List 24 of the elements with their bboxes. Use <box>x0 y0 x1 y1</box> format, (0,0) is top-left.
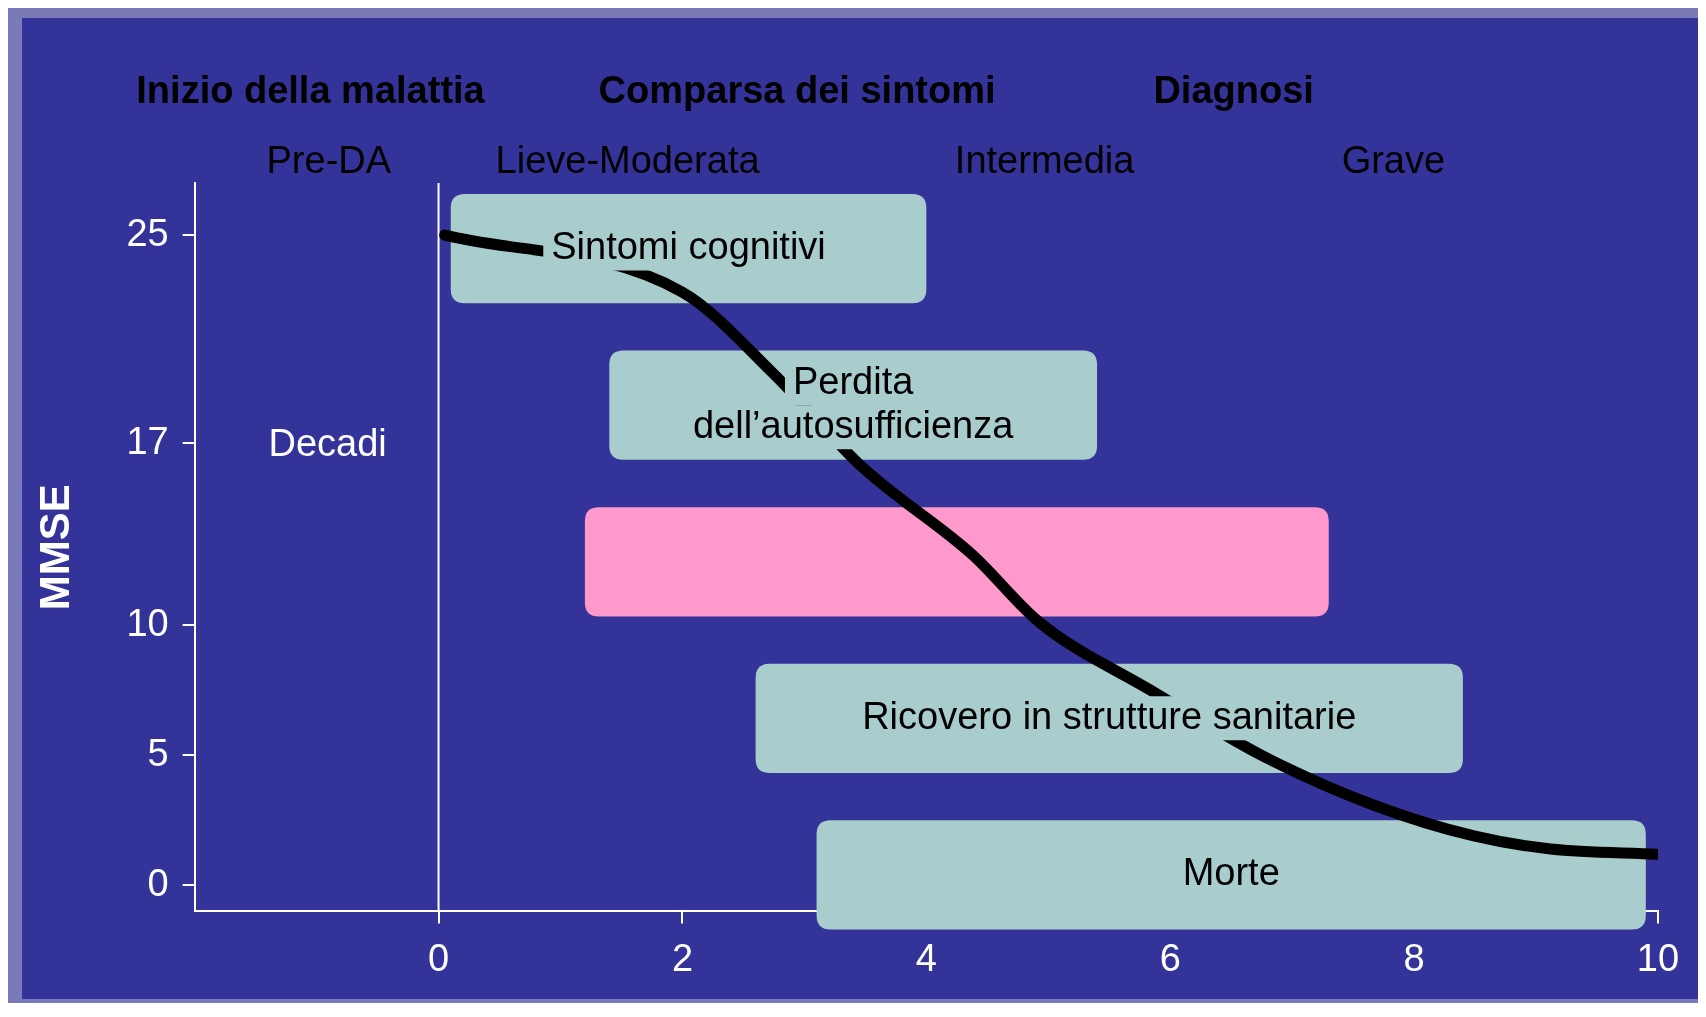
y-tick-label: 5 <box>147 731 169 774</box>
x-tick-label: 8 <box>1403 936 1425 979</box>
band-label: Sintomi cognitivi <box>551 225 826 268</box>
y-tick-label: 25 <box>126 211 169 254</box>
text: Diagnosi <box>1153 69 1314 112</box>
band-label: Ricovero in strutture sanitarie <box>862 694 1357 737</box>
x-tick-label: 0 <box>427 936 450 979</box>
text: Inizio della malattia <box>136 69 486 112</box>
x-tick-label: 4 <box>915 936 937 979</box>
text: Grave <box>1341 139 1446 182</box>
x-tick-label: 10 <box>1636 936 1680 979</box>
x-tick-label: 2 <box>671 936 694 979</box>
band-label: Perdita dell’autosufficienza <box>692 359 1015 446</box>
y-tick-label: 10 <box>126 601 169 644</box>
y-tick-label: 0 <box>147 861 169 904</box>
text: Lieve-Moderata <box>495 139 761 182</box>
y-tick-label: 17 <box>126 419 169 462</box>
y-axis-title: MMSE <box>30 484 78 611</box>
text: Intermedia <box>954 139 1136 182</box>
annotation: Decadi <box>268 421 387 464</box>
text: Comparsa dei sintomi <box>598 69 996 112</box>
text: Pre-DA <box>266 139 392 182</box>
x-tick-label: 6 <box>1159 936 1181 979</box>
band-label: Morte <box>1182 851 1280 894</box>
